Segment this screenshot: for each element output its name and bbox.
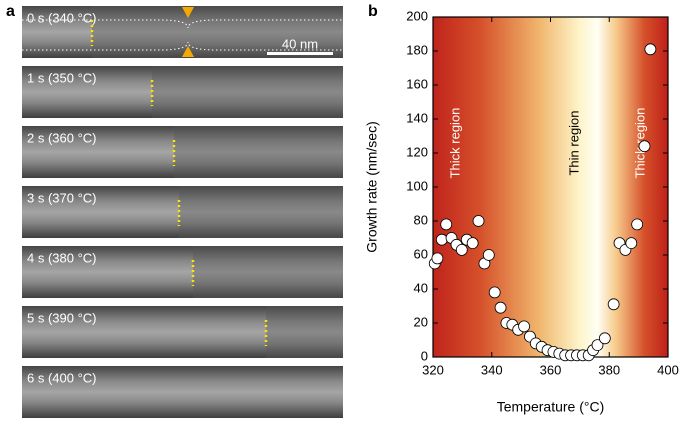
data-point bbox=[644, 43, 657, 56]
data-point bbox=[482, 249, 495, 261]
data-point bbox=[638, 140, 651, 153]
micrograph bbox=[22, 66, 343, 118]
plot-background bbox=[433, 17, 668, 357]
y-axis-label: Growth rate (nm/sec) bbox=[364, 121, 380, 252]
micrograph bbox=[22, 6, 343, 58]
frame-label: 5 s (390 °C) bbox=[27, 310, 97, 325]
x-tick-label: 380 bbox=[598, 362, 620, 377]
data-point bbox=[488, 286, 501, 299]
region-label: Thin region bbox=[566, 110, 581, 175]
x-tick-label: 400 bbox=[657, 362, 679, 377]
data-point bbox=[435, 233, 448, 246]
x-tick-label: 360 bbox=[540, 362, 562, 377]
data-point bbox=[440, 218, 453, 231]
y-tick-label: 100 bbox=[406, 178, 428, 193]
scale-bar-label: 40 nm bbox=[282, 36, 318, 51]
frame-label: 3 s (370 °C) bbox=[27, 190, 97, 205]
micrograph bbox=[22, 306, 343, 358]
micrograph bbox=[22, 246, 343, 298]
x-tick-label: 340 bbox=[481, 362, 503, 377]
frame-label: 2 s (360 °C) bbox=[27, 130, 97, 145]
y-tick-label: 0 bbox=[421, 348, 428, 363]
data-point bbox=[472, 215, 485, 227]
arrow bbox=[182, 7, 194, 18]
data-point bbox=[494, 301, 507, 314]
micrograph bbox=[22, 366, 343, 418]
y-tick-label: 80 bbox=[414, 212, 428, 227]
micrograph-shade bbox=[179, 186, 343, 238]
micrograph-shade bbox=[174, 126, 343, 178]
micrograph-shade bbox=[152, 66, 343, 118]
data-point bbox=[591, 339, 604, 352]
x-axis-label: Temperature (°C) bbox=[497, 399, 605, 415]
micrograph-shade bbox=[193, 246, 343, 298]
y-tick-label: 160 bbox=[406, 76, 428, 91]
data-point bbox=[598, 332, 611, 345]
micrograph-shade bbox=[266, 306, 343, 358]
micrograph-shade bbox=[92, 6, 343, 58]
scale-bar bbox=[267, 52, 333, 55]
frame-label: 4 s (380 °C) bbox=[27, 250, 97, 265]
x-tick-label: 320 bbox=[422, 362, 444, 377]
y-tick-label: 60 bbox=[414, 246, 428, 261]
micrograph bbox=[22, 126, 343, 178]
boundary bbox=[22, 19, 343, 29]
boundary bbox=[22, 41, 343, 51]
frame-label: 1 s (350 °C) bbox=[27, 70, 97, 85]
panel-label: b bbox=[368, 3, 378, 20]
region-label: Thick region bbox=[447, 108, 462, 179]
frame-label: 6 s (400 °C) bbox=[27, 370, 97, 385]
data-point bbox=[466, 237, 479, 250]
data-point bbox=[607, 298, 620, 311]
data-point bbox=[431, 252, 444, 265]
panel-a: a 0 s (340 °C) 1 s (350 °C) 2 s (360 °C) 3 s… bbox=[6, 3, 343, 418]
data-point bbox=[518, 320, 530, 333]
y-tick-label: 20 bbox=[414, 314, 428, 329]
arrow bbox=[182, 46, 194, 57]
y-tick-label: 140 bbox=[406, 110, 428, 125]
frame-label: 0 s (340 °C) bbox=[27, 10, 97, 25]
y-tick-label: 120 bbox=[406, 144, 428, 159]
data-point bbox=[625, 237, 638, 250]
panel-label: a bbox=[6, 3, 15, 20]
micrograph bbox=[22, 186, 343, 238]
y-tick-label: 40 bbox=[414, 280, 428, 295]
y-tick-label: 200 bbox=[406, 8, 428, 23]
y-tick-label: 180 bbox=[406, 42, 428, 57]
data-point bbox=[631, 218, 644, 231]
data-point bbox=[455, 243, 468, 256]
